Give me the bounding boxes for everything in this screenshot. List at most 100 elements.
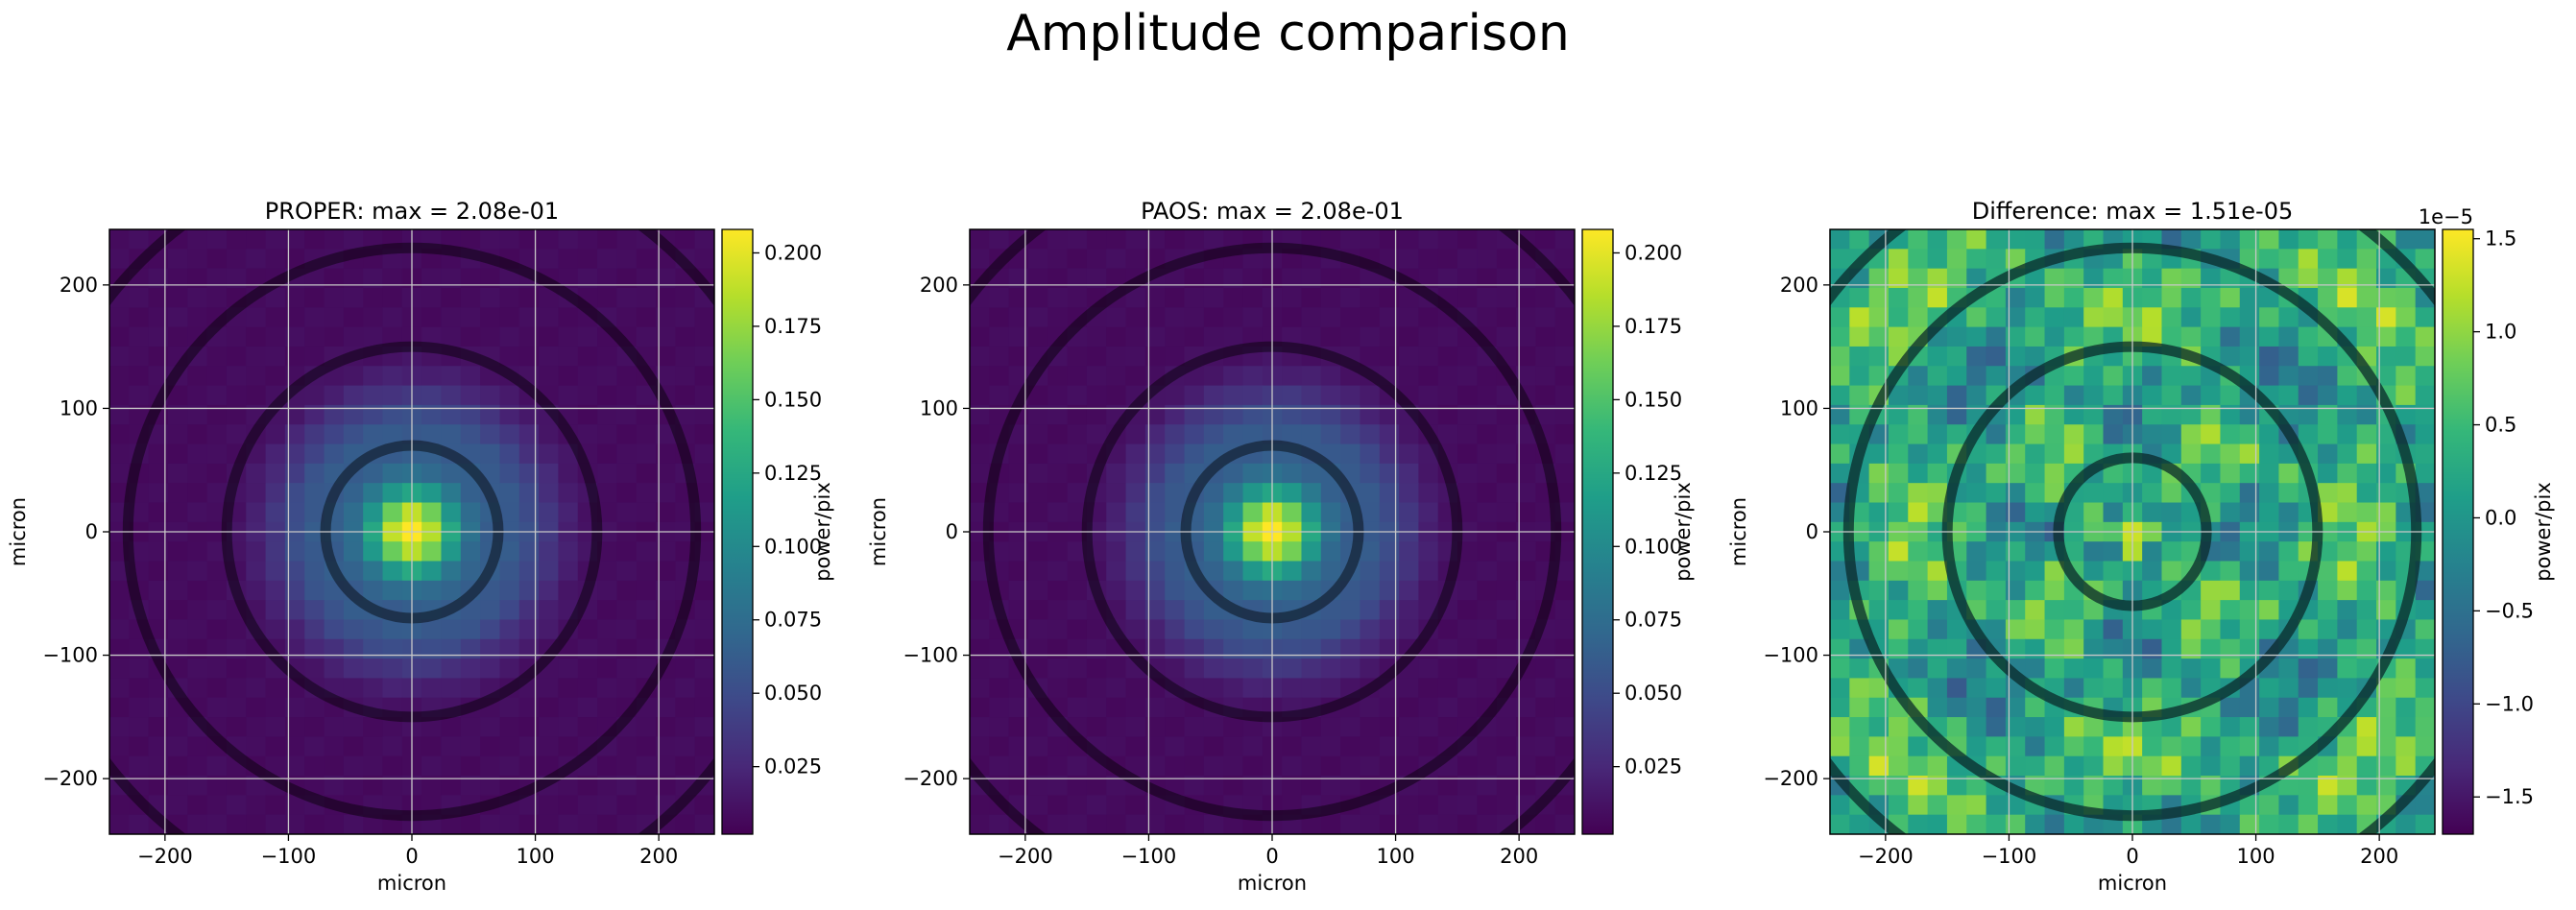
heatmap-cell (970, 346, 990, 367)
heatmap-cell (2005, 502, 2026, 523)
heatmap-cell (1418, 326, 1439, 347)
heatmap-cell (1223, 385, 1244, 406)
heatmap-cell (1086, 346, 1107, 367)
heatmap-cell (246, 795, 267, 816)
heatmap-cell (2239, 736, 2260, 757)
x-tick-label: 100 (1377, 845, 1415, 868)
heatmap-cell (441, 678, 462, 699)
heatmap-cell (167, 229, 188, 250)
heatmap-cell (1986, 443, 2007, 465)
heatmap-cell (1203, 424, 1224, 445)
panel-title: Difference: max = 1.51e-05 (1972, 198, 2294, 225)
y-tick-label: 200 (60, 274, 98, 297)
heatmap-cell (2025, 638, 2046, 659)
heatmap-cell (1008, 346, 1029, 367)
heatmap-cell (1868, 346, 1890, 367)
heatmap-cell (577, 659, 598, 680)
heatmap-cell (1106, 580, 1127, 601)
heatmap-cell (1830, 424, 1850, 445)
heatmap-cell (518, 561, 540, 582)
heatmap-cell (187, 561, 208, 582)
heatmap-cell (1437, 404, 1458, 425)
colorbar-tick-label: 0.5 (2485, 414, 2516, 437)
heatmap-cell (148, 697, 169, 718)
heatmap-cell (1516, 287, 1536, 308)
colorbar-tick-label: 0.100 (1625, 535, 1682, 558)
y-axis-label: micron (7, 497, 30, 566)
heatmap-cell (421, 463, 443, 484)
heatmap-cell (1437, 561, 1458, 582)
heatmap-cell (284, 814, 305, 834)
heatmap-cell (2025, 580, 2046, 601)
heatmap-cell (1203, 443, 1224, 465)
heatmap-cell (1125, 463, 1146, 484)
heatmap-cell (167, 717, 188, 737)
heatmap-cell (558, 659, 579, 680)
heatmap-cell (1554, 366, 1575, 387)
heatmap-cell (1165, 619, 1186, 640)
heatmap-cell (2318, 366, 2338, 387)
heatmap-cell (167, 366, 188, 387)
heatmap-cell (2142, 366, 2163, 387)
heatmap-cell (2063, 659, 2084, 680)
heatmap-cell (1927, 580, 1948, 601)
heatmap-cell (2395, 717, 2417, 737)
heatmap-cell (1418, 717, 1439, 737)
heatmap-cell (1986, 463, 2007, 484)
heatmap-cell (363, 268, 384, 289)
heatmap-cell (1535, 346, 1556, 367)
heatmap-cell (1340, 443, 1361, 465)
heatmap-cell (109, 346, 130, 367)
heatmap-cell (1125, 404, 1146, 425)
heatmap-cell (1437, 795, 1458, 816)
heatmap-cell (1437, 483, 1458, 504)
heatmap-cell (2044, 776, 2065, 796)
heatmap-cell (129, 404, 150, 425)
heatmap-cell (304, 541, 325, 563)
heatmap-cell (1477, 814, 1498, 834)
heatmap-cell (1437, 541, 1458, 563)
heatmap-cell (1908, 795, 1929, 816)
heatmap-cell (1086, 541, 1107, 563)
heatmap-cell (1360, 268, 1381, 289)
heatmap-cell (518, 287, 540, 308)
heatmap-cell (970, 717, 990, 737)
heatmap-cell (284, 776, 305, 796)
heatmap-cell (1027, 268, 1048, 289)
heatmap-cell (2220, 483, 2241, 504)
heatmap-cell (989, 678, 1010, 699)
heatmap-cell (304, 249, 325, 270)
heatmap-cell (1888, 736, 1909, 757)
heatmap-cell (480, 287, 501, 308)
heatmap-cell (2239, 580, 2260, 601)
heatmap-cell (2025, 229, 2046, 250)
heatmap-cell (2318, 776, 2338, 796)
heatmap-cell (129, 307, 150, 328)
heatmap-cell (2220, 659, 2241, 680)
heatmap-cell (597, 443, 617, 465)
heatmap-cell (1908, 307, 1929, 328)
heatmap-cell (2318, 229, 2338, 250)
heatmap-cell (304, 268, 325, 289)
heatmap-cell (284, 619, 305, 640)
heatmap-cell (226, 717, 247, 737)
heatmap-cell (2239, 619, 2260, 640)
heatmap-cell (636, 229, 657, 250)
heatmap-cell (518, 463, 540, 484)
heatmap-cell (1282, 541, 1303, 563)
heatmap-cell (558, 307, 579, 328)
heatmap-cell (1340, 755, 1361, 777)
heatmap-cell (2395, 736, 2417, 757)
heatmap-cell (1516, 443, 1536, 465)
heatmap-cell (148, 561, 169, 582)
heatmap-cell (2318, 814, 2338, 834)
heatmap-cell (1496, 697, 1517, 718)
heatmap-cell (1106, 229, 1127, 250)
heatmap-cell (1437, 678, 1458, 699)
heatmap-cell (2318, 346, 2338, 367)
heatmap-cell (441, 326, 462, 347)
heatmap-cell (518, 385, 540, 406)
heatmap-cell (265, 659, 286, 680)
heatmap-cell (1418, 755, 1439, 777)
heatmap-cell (1927, 268, 1948, 289)
